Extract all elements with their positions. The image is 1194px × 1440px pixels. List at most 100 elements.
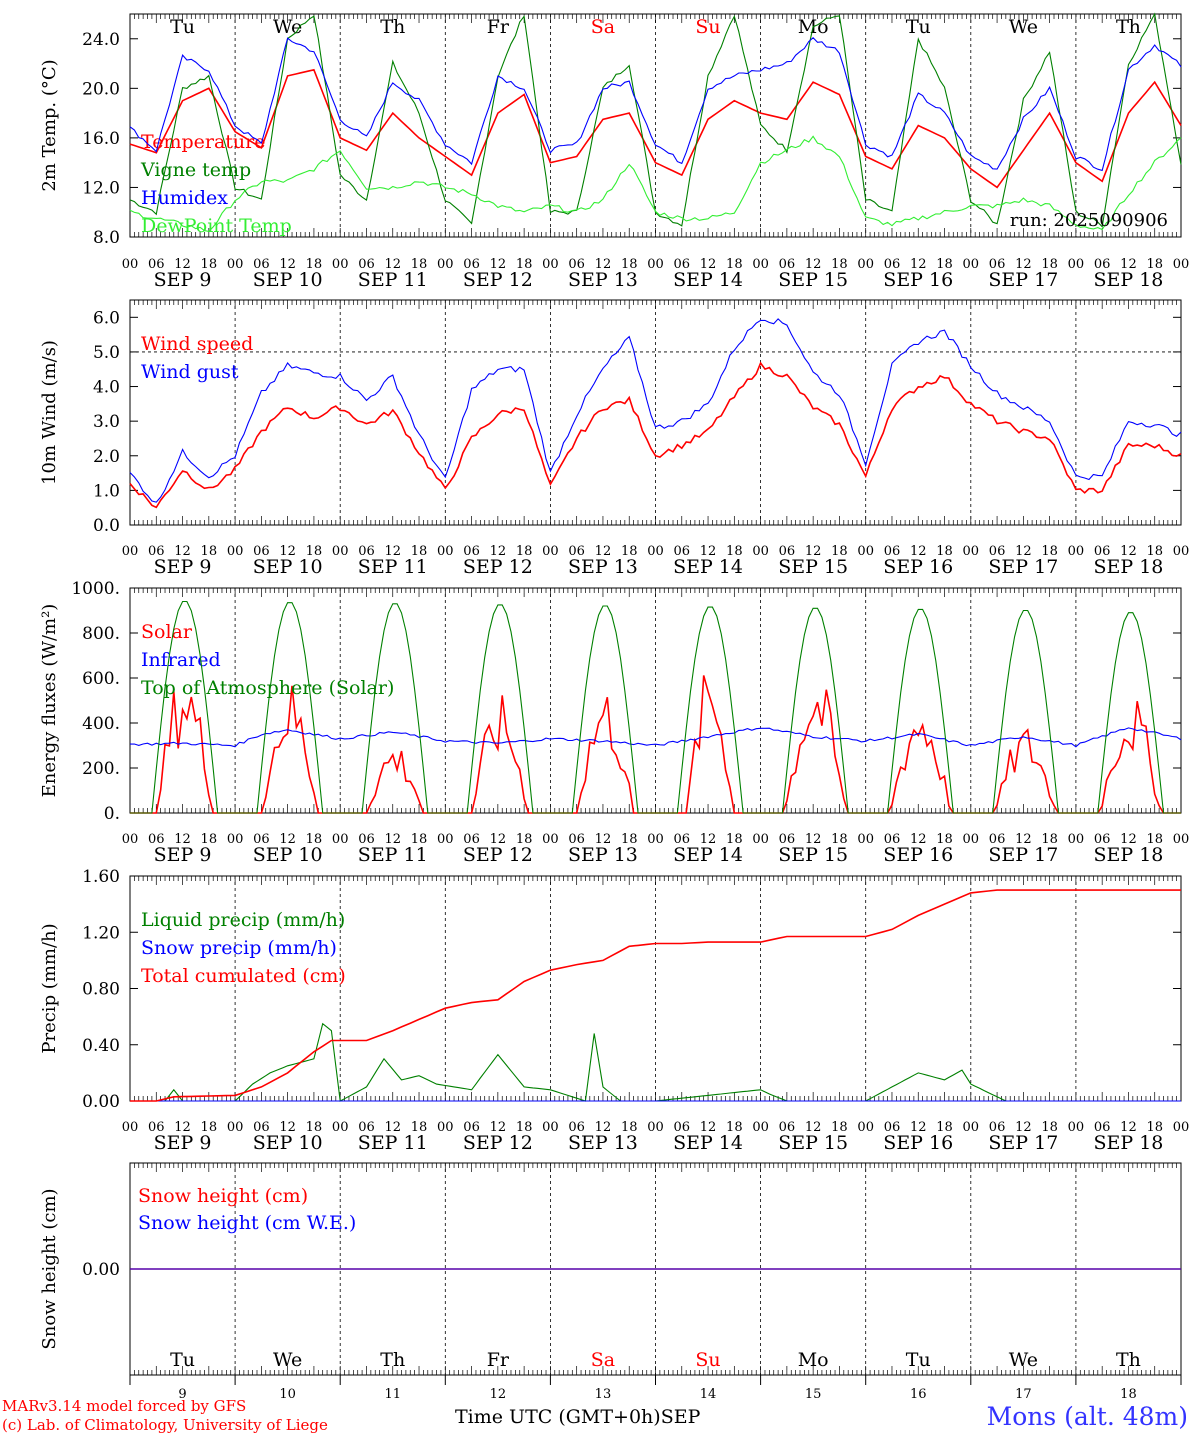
- hour-tick-label: 18: [411, 544, 428, 559]
- date-label: SEP 12: [463, 844, 533, 866]
- legend-entry: Snow height (cm): [138, 1185, 308, 1207]
- hour-tick-label: 00: [332, 544, 349, 559]
- day-number: 12: [490, 1387, 507, 1402]
- hour-tick-label: 12: [1015, 257, 1032, 272]
- hour-tick-label: 12: [490, 832, 507, 847]
- y-tick-label: 0.: [104, 804, 120, 824]
- day-name: Th: [380, 1349, 405, 1371]
- hour-tick-label: 00: [122, 257, 139, 272]
- hour-tick-label: 06: [674, 544, 691, 559]
- date-label: SEP 12: [463, 556, 533, 578]
- hour-tick-label: 12: [595, 544, 612, 559]
- hour-tick-label: 12: [384, 257, 401, 272]
- date-label: SEP 14: [673, 269, 743, 291]
- hour-tick-label: 06: [779, 832, 796, 847]
- hour-tick-label: 18: [516, 1120, 533, 1135]
- hour-tick-label: 18: [831, 544, 848, 559]
- hour-tick-label: 12: [384, 544, 401, 559]
- hour-tick-label: 06: [358, 257, 375, 272]
- date-label: SEP 15: [778, 269, 848, 291]
- hour-tick-label: 12: [174, 832, 191, 847]
- day-number: 13: [595, 1387, 612, 1402]
- hour-tick-label: 00: [752, 544, 769, 559]
- date-label: SEP 18: [1094, 556, 1164, 578]
- day-name: Mo: [798, 1349, 829, 1371]
- hour-tick-label: 00: [857, 832, 874, 847]
- date-label: SEP 17: [988, 556, 1058, 578]
- hour-tick-label: 12: [490, 544, 507, 559]
- day-name: We: [273, 1349, 302, 1371]
- hour-tick-label: 06: [568, 832, 585, 847]
- day-name: Tu: [906, 1349, 931, 1371]
- day-name: Th: [1116, 1349, 1141, 1371]
- hour-tick-label: 00: [122, 832, 139, 847]
- hour-tick-label: 06: [884, 832, 901, 847]
- hour-tick-label: 18: [516, 257, 533, 272]
- legend-entry: Liquid precip (mm/h): [141, 909, 345, 931]
- hour-tick-label: 12: [174, 1120, 191, 1135]
- hour-tick-label: 06: [884, 544, 901, 559]
- hour-tick-label: 12: [279, 832, 296, 847]
- y-tick-label: 1.60: [82, 867, 120, 887]
- hour-tick-label: 00: [437, 1120, 454, 1135]
- hour-tick-label: 00: [857, 257, 874, 272]
- hour-tick-label: 18: [411, 832, 428, 847]
- day-number: 14: [700, 1387, 717, 1402]
- hour-tick-label: 06: [463, 257, 480, 272]
- hour-tick-label: 00: [647, 544, 664, 559]
- hour-tick-label: 06: [779, 544, 796, 559]
- day-number: 10: [279, 1387, 296, 1402]
- hour-tick-label: 18: [936, 544, 953, 559]
- hour-tick-label: 18: [621, 832, 638, 847]
- hour-tick-label: 06: [148, 832, 165, 847]
- hour-tick-label: 12: [700, 544, 717, 559]
- legend-entry: Wind gust: [141, 361, 239, 383]
- hour-tick-label: 00: [227, 1120, 244, 1135]
- hour-tick-label: 00: [1173, 832, 1190, 847]
- series-line-wind-gust: [129, 318, 1182, 503]
- hour-tick-label: 12: [1015, 1120, 1032, 1135]
- day-name: Th: [380, 16, 405, 38]
- hour-tick-label: 00: [437, 544, 454, 559]
- hour-tick-label: 00: [963, 832, 980, 847]
- credit-line-lab: (c) Lab. of Climatology, University of L…: [2, 1416, 328, 1434]
- hour-tick-label: 18: [1146, 544, 1163, 559]
- panel-frame: [129, 13, 1182, 238]
- hour-tick-label: 06: [568, 257, 585, 272]
- hour-tick-label: 12: [805, 544, 822, 559]
- hour-tick-label: 18: [621, 257, 638, 272]
- day-name: Tu: [170, 16, 195, 38]
- legend-entry: Solar: [141, 621, 193, 643]
- hour-tick-label: 18: [621, 1120, 638, 1135]
- hour-tick-label: 00: [752, 1120, 769, 1135]
- hour-tick-label: 00: [752, 257, 769, 272]
- hour-tick-label: 06: [148, 1120, 165, 1135]
- hour-tick-label: 12: [1120, 257, 1137, 272]
- hour-tick-label: 06: [1094, 832, 1111, 847]
- hour-tick-label: 06: [1094, 1120, 1111, 1135]
- hour-tick-label: 06: [253, 1120, 270, 1135]
- hour-tick-label: 18: [201, 544, 218, 559]
- hour-tick-label: 00: [122, 1120, 139, 1135]
- hour-tick-label: 00: [1173, 544, 1190, 559]
- day-name: Sa: [591, 16, 615, 38]
- y-tick-label: 0.40: [82, 1036, 120, 1056]
- hour-tick-label: 12: [700, 832, 717, 847]
- hour-tick-label: 12: [174, 257, 191, 272]
- hour-tick-label: 18: [831, 832, 848, 847]
- y-tick-label: 0.80: [82, 980, 120, 1000]
- hour-tick-label: 18: [1041, 544, 1058, 559]
- hour-tick-label: 00: [963, 1120, 980, 1135]
- y-tick-label: 8.0: [93, 228, 120, 248]
- hour-tick-label: 18: [621, 544, 638, 559]
- day-name: Sa: [591, 1349, 615, 1371]
- legend-entry: Total cumulated (cm): [141, 965, 346, 987]
- time-utc-label: Time UTC (GMT+0h): [455, 1406, 661, 1428]
- date-label: SEP 11: [358, 1132, 428, 1154]
- hour-tick-label: 12: [384, 832, 401, 847]
- hour-tick-label: 06: [358, 832, 375, 847]
- hour-tick-label: 00: [122, 544, 139, 559]
- day-name: Su: [695, 1349, 720, 1371]
- hour-tick-label: 12: [1120, 544, 1137, 559]
- hour-tick-label: 12: [279, 1120, 296, 1135]
